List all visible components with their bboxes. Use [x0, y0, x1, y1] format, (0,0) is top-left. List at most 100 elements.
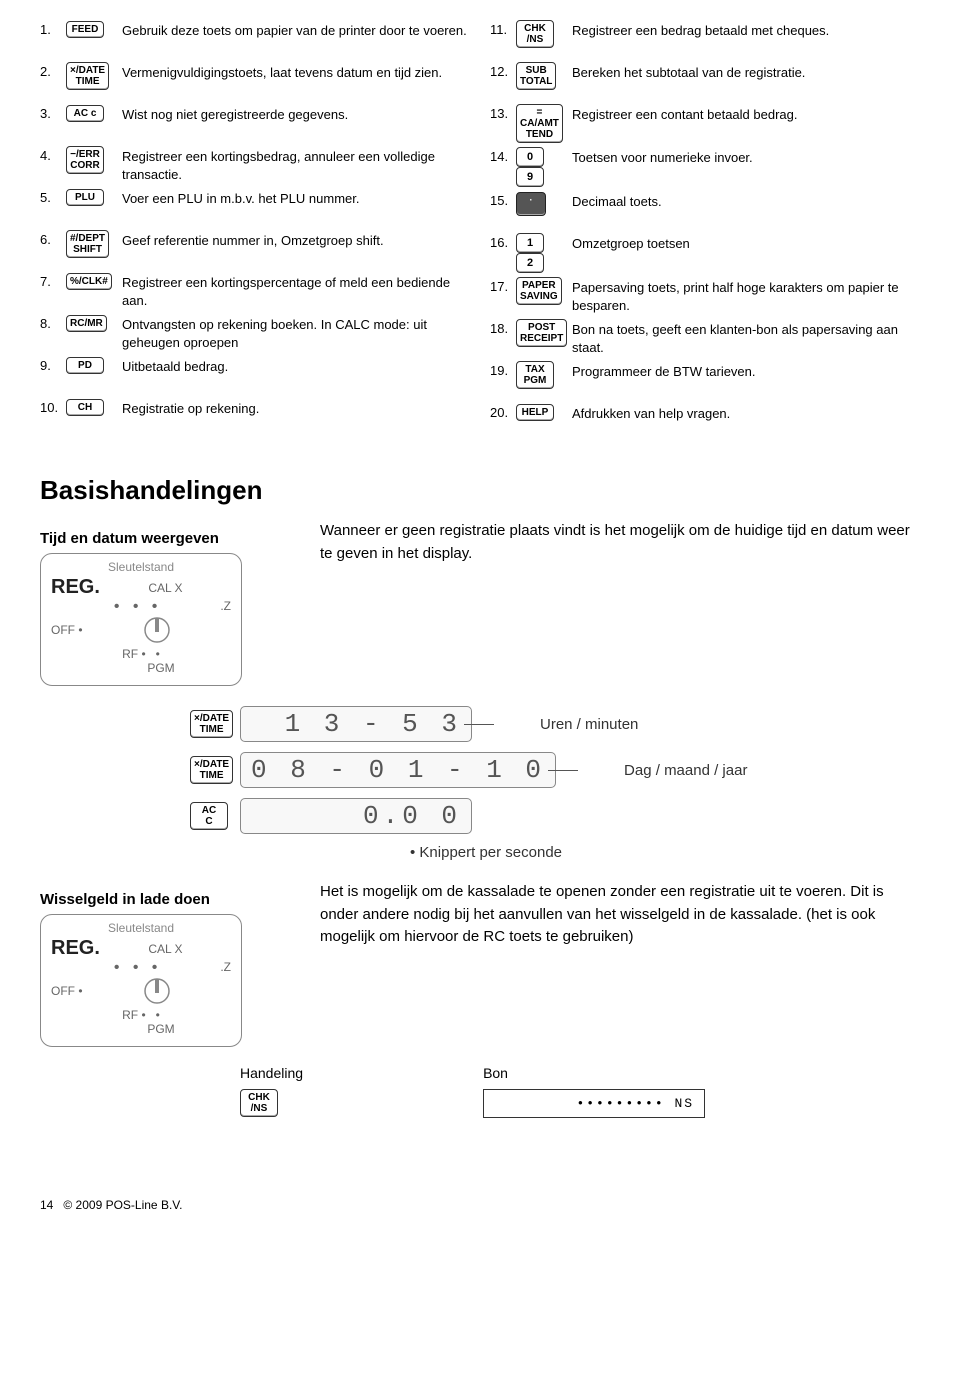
key-number: 12. [490, 62, 516, 79]
key-number: 15. [490, 191, 516, 208]
key-description: Toetsen voor numerieke invoer. [572, 147, 920, 167]
key-number: 4. [40, 146, 66, 163]
key-icon: PD [66, 356, 122, 374]
key-row: 17. PAPERSAVING Papersaving toets, print… [490, 277, 920, 315]
key-row: 3. AC c Wist nog niet geregistreerde geg… [40, 104, 470, 142]
action-key-chk-ns: CHK/NS [240, 1089, 278, 1117]
key-icon: 0 9 [516, 147, 572, 187]
key-row: 16. 1 2 Omzetgroep toetsen [490, 233, 920, 273]
key-description: Geef referentie nummer in, Omzetgroep sh… [122, 230, 470, 250]
key-row: 13. =CA/AMTTEND Registreer een contant b… [490, 104, 920, 143]
key-description: Decimaal toets. [572, 191, 920, 211]
action-head-handeling: Handeling [240, 1065, 303, 1081]
key-description: Programmeer de BTW tarieven. [572, 361, 920, 381]
key-description: Omzetgroep toetsen [572, 233, 920, 253]
display-row: ×/DATETIME 1 3 - 5 3 Uren / minuten [190, 706, 920, 742]
key-row: 8. RC/MR Ontvangsten op rekening boeken.… [40, 314, 470, 352]
key-number: 8. [40, 314, 66, 331]
key-icon: POSTRECEIPT [516, 319, 572, 347]
page-number: 14 [40, 1198, 53, 1212]
key-col-left: 1. FEED Gebruik deze toets om papier van… [40, 20, 470, 445]
action-head-bon: Bon [483, 1065, 705, 1081]
key-row: 7. %/CLK# Registreer een kortingspercent… [40, 272, 470, 310]
key-icon: SUBTOTAL [516, 62, 572, 90]
sec1-title: Tijd en datum weergeven [40, 530, 320, 547]
key-number: 13. [490, 104, 516, 121]
key-description: Uitbetaald bedrag. [122, 356, 470, 376]
key-row: 2. ×/DATETIME Vermenigvuldigingstoets, l… [40, 62, 470, 100]
display-illustration: ×/DATETIME 1 3 - 5 3 Uren / minuten ×/DA… [190, 706, 920, 834]
display-row: ×/DATETIME 0 8 - 0 1 - 1 0 Dag / maand /… [190, 752, 920, 788]
key-description: Ontvangsten op rekening boeken. In CALC … [122, 314, 470, 351]
key-number: 10. [40, 398, 66, 415]
key-number: 5. [40, 188, 66, 205]
key-number: 6. [40, 230, 66, 247]
key-row: 9. PD Uitbetaald bedrag. [40, 356, 470, 394]
key-number: 16. [490, 233, 516, 250]
key-row: 15. · Decimaal toets. [490, 191, 920, 229]
key-row: 14. 0 9 Toetsen voor numerieke invoer. [490, 147, 920, 187]
key-icon: #/DEPTSHIFT [66, 230, 122, 258]
key-description: Registreer een kortingsbedrag, annuleer … [122, 146, 470, 183]
key-row: 4. −/ERRCORR Registreer een kortingsbedr… [40, 146, 470, 184]
key-description: Registreer een contant betaald bedrag. [572, 104, 920, 124]
key-number: 3. [40, 104, 66, 121]
sec1-text: Wanneer er geen registratie plaats vindt… [320, 520, 920, 565]
display-prefix-key: ×/DATETIME [190, 756, 240, 784]
key-icon: PLU [66, 188, 122, 206]
key-icon: PAPERSAVING [516, 277, 572, 305]
section-wisselgeld: Wisselgeld in lade doen Sleutelstand REG… [40, 881, 920, 1047]
display-label: Dag / maand / jaar [624, 762, 747, 779]
lcd-display: 0 8 - 0 1 - 1 0 [240, 752, 556, 788]
key-row: 11. CHK/NS Registreer een bedrag betaald… [490, 20, 920, 58]
key-icon: TAXPGM [516, 361, 572, 389]
key-icon: −/ERRCORR [66, 146, 122, 174]
display-label: Uren / minuten [540, 716, 638, 733]
key-icon: HELP [516, 403, 572, 421]
key-description: Registreer een bedrag betaald met cheque… [572, 20, 920, 40]
key-icon: · [516, 191, 572, 216]
display-prefix-key: ×/DATETIME [190, 710, 240, 738]
key-description: Afdrukken van help vragen. [572, 403, 920, 423]
lcd-display: 1 3 - 5 3 [240, 706, 472, 742]
key-description: Papersaving toets, print half hoge karak… [572, 277, 920, 314]
key-description: Registreer een kortingspercentage of mel… [122, 272, 470, 309]
key-icon: CHK/NS [516, 20, 572, 48]
key-icon: ×/DATETIME [66, 62, 122, 90]
key-reference-table: 1. FEED Gebruik deze toets om papier van… [40, 20, 920, 445]
key-row: 20. HELP Afdrukken van help vragen. [490, 403, 920, 441]
key-number: 20. [490, 403, 516, 420]
key-number: 1. [40, 20, 66, 37]
key-row: 12. SUBTOTAL Bereken het subtotaal van d… [490, 62, 920, 100]
key-row: 1. FEED Gebruik deze toets om papier van… [40, 20, 470, 58]
heading-basishandelingen: Basishandelingen [40, 475, 920, 506]
key-number: 18. [490, 319, 516, 336]
key-number: 7. [40, 272, 66, 289]
sec2-title: Wisselgeld in lade doen [40, 891, 320, 908]
blink-note: • Knippert per seconde [410, 844, 920, 861]
lcd-display: 0.0 0 [240, 798, 472, 834]
key-number: 2. [40, 62, 66, 79]
sec2-text: Het is mogelijk om de kassalade te opene… [320, 881, 920, 949]
key-description: Bon na toets, geeft een klanten-bon als … [572, 319, 920, 356]
key-description: Voer een PLU in m.b.v. het PLU nummer. [122, 188, 470, 208]
key-description: Bereken het subtotaal van de registratie… [572, 62, 920, 82]
key-icon: FEED [66, 20, 122, 38]
key-description: Wist nog niet geregistreerde gegevens. [122, 104, 470, 124]
key-description: Gebruik deze toets om papier van de prin… [122, 20, 470, 40]
key-col-right: 11. CHK/NS Registreer een bedrag betaald… [490, 20, 920, 445]
receipt-output: ••••••••• NS [483, 1089, 705, 1118]
display-row: ACC 0.0 0 [190, 798, 920, 834]
key-row: 6. #/DEPTSHIFT Geef referentie nummer in… [40, 230, 470, 268]
copyright: © 2009 POS-Line B.V. [63, 1198, 182, 1212]
key-row: 5. PLU Voer een PLU in m.b.v. het PLU nu… [40, 188, 470, 226]
key-description: Vermenigvuldigingstoets, laat tevens dat… [122, 62, 470, 82]
key-icon: 1 2 [516, 233, 572, 273]
action-receipt-area: Handeling CHK/NS Bon ••••••••• NS [240, 1065, 920, 1118]
page-footer: 14 © 2009 POS-Line B.V. [40, 1198, 920, 1212]
key-number: 17. [490, 277, 516, 294]
key-number: 14. [490, 147, 516, 164]
key-number: 9. [40, 356, 66, 373]
keyswitch-diagram-1: Sleutelstand REG. CAL X • • • .Z OFF • R… [40, 553, 242, 686]
key-icon: =CA/AMTTEND [516, 104, 572, 143]
